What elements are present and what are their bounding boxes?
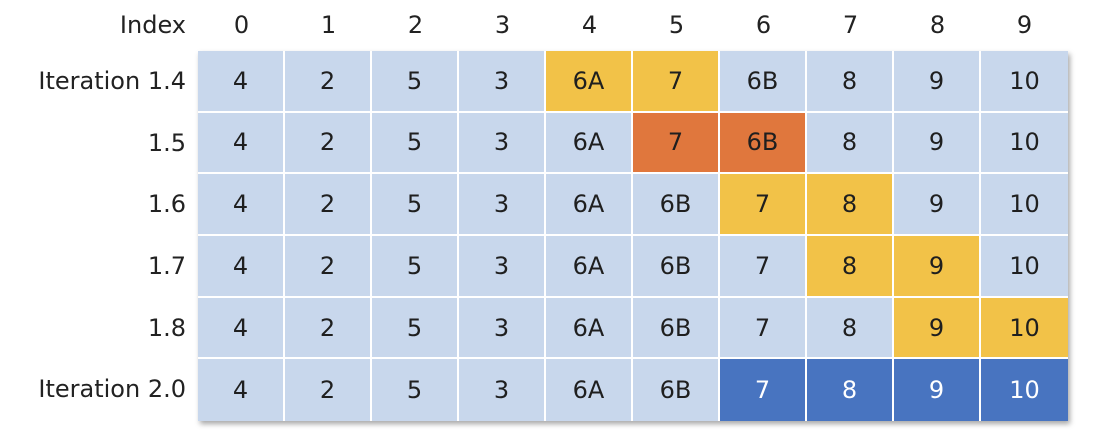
array-cell: 9	[894, 51, 981, 113]
array-cell: 6A	[546, 51, 633, 113]
array-cell: 9	[894, 297, 981, 360]
array-cell: 2	[285, 174, 372, 236]
array-cell: 4	[198, 174, 285, 236]
array-cell: 8	[807, 297, 894, 360]
array-cell: 4	[198, 236, 285, 298]
index-header-label: Index	[119, 11, 186, 39]
array-cell: 7	[720, 297, 807, 360]
index-header-7: 7	[842, 11, 859, 39]
index-header-9: 9	[1016, 11, 1033, 39]
index-header-2: 2	[407, 11, 424, 39]
array-cell: 8	[807, 359, 894, 421]
array-cell: 7	[720, 236, 807, 298]
array-cell: 6B	[633, 297, 720, 360]
array-cell: 4	[198, 51, 285, 113]
array-cell: 5	[372, 112, 459, 175]
array-cell: 5	[372, 359, 459, 421]
array-cell: 9	[894, 359, 981, 421]
index-header-0: 0	[233, 11, 250, 39]
iteration-label: 1.5	[147, 128, 186, 157]
array-cell: 6A	[546, 174, 633, 236]
index-header-5: 5	[668, 11, 685, 39]
array-cell: 2	[285, 297, 372, 360]
array-cell: 10	[981, 51, 1068, 113]
array-cell: 6B	[633, 236, 720, 298]
array-cell: 8	[807, 174, 894, 236]
array-cell: 6A	[546, 112, 633, 175]
array-cell: 6B	[720, 51, 807, 113]
array-cell: 3	[459, 51, 546, 113]
array-cell: 5	[372, 236, 459, 298]
array-cell: 2	[285, 359, 372, 421]
array-cell: 8	[807, 236, 894, 298]
array-cell: 10	[981, 236, 1068, 298]
array-cell: 4	[198, 112, 285, 175]
array-cell: 8	[807, 51, 894, 113]
array-cell: 6B	[633, 174, 720, 236]
array-cell: 3	[459, 297, 546, 360]
array-cell: 3	[459, 236, 546, 298]
array-cell: 2	[285, 236, 372, 298]
array-cell: 5	[372, 297, 459, 360]
iteration-label: 1.6	[147, 190, 186, 219]
array-cell: 6B	[633, 359, 720, 421]
array-cell: 4	[198, 359, 285, 421]
array-cell: 2	[285, 112, 372, 175]
array-cell: 7	[720, 174, 807, 236]
array-cell: 2	[285, 51, 372, 113]
array-cell: 10	[981, 297, 1068, 360]
array-cell: 3	[459, 174, 546, 236]
array-cell: 5	[372, 51, 459, 113]
array-cell: 7	[633, 51, 720, 113]
array-cell: 10	[981, 174, 1068, 236]
array-cell: 6A	[546, 297, 633, 360]
array-cell: 9	[894, 236, 981, 298]
index-header-4: 4	[581, 11, 598, 39]
array-cell: 8	[807, 112, 894, 175]
index-header-8: 8	[929, 11, 946, 39]
array-cell: 4	[198, 297, 285, 360]
array-cell: 3	[459, 359, 546, 421]
iteration-label: 1.8	[147, 313, 186, 342]
array-cell: 5	[372, 174, 459, 236]
array-cell: 6B	[720, 112, 807, 175]
index-header-3: 3	[494, 11, 511, 39]
iteration-label: 1.7	[147, 252, 186, 280]
array-cell: 10	[981, 359, 1068, 421]
iteration-label: Iteration 2.0	[38, 375, 186, 404]
index-header-1: 1	[320, 11, 337, 39]
iteration-label: Iteration 1.4	[38, 67, 186, 95]
array-cell: 3	[459, 112, 546, 175]
array-cell: 7	[633, 112, 720, 175]
array-cell: 6A	[546, 359, 633, 421]
index-header-6: 6	[755, 11, 772, 39]
array-cell: 6A	[546, 236, 633, 298]
array-cell: 10	[981, 112, 1068, 175]
array-cell: 9	[894, 174, 981, 236]
array-table: 4 2 5 3 6A 7 6B 8 9 10 4 2 5 3 6A 7 6B 8 9 10 4 2 5 3 6A 6B 7 8 9 10 4…	[198, 51, 1068, 421]
array-cell: 9	[894, 112, 981, 175]
array-cell: 7	[720, 359, 807, 421]
